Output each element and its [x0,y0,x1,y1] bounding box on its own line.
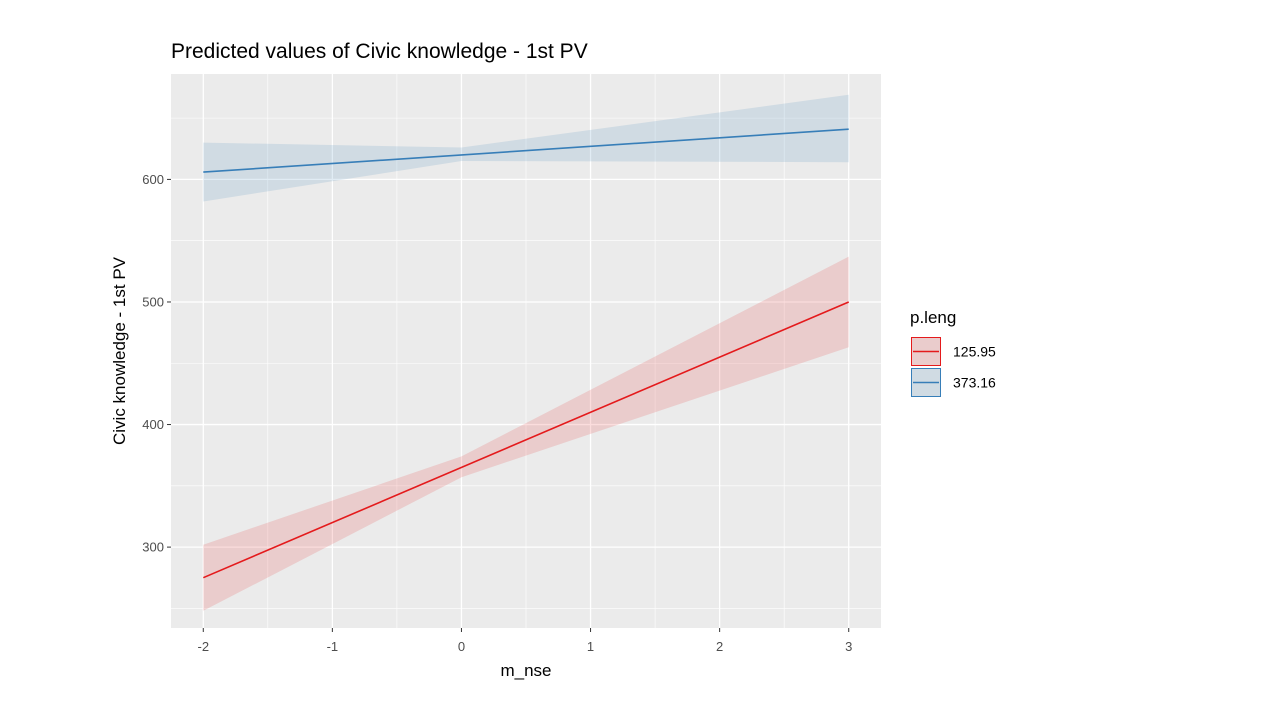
x-axis-title: m_nse [500,661,551,680]
y-axis-title: Civic knowledge - 1st PV [110,256,129,445]
legend-label: 125.95 [953,344,996,360]
legend: p.leng 125.95 373.16 [910,308,996,397]
x-axis-ticks: -2 -1 0 1 2 3 [197,628,852,654]
y-tick-label: 400 [142,417,164,432]
ci-ribbon-1 [203,256,849,611]
grid-major [171,74,881,628]
legend-title: p.leng [910,308,956,327]
legend-label: 373.16 [953,375,996,391]
x-tick-label: 0 [458,639,465,654]
series-lines [202,128,850,579]
y-tick-label: 300 [142,540,164,555]
x-tick-label: -1 [327,639,339,654]
y-axis-ticks: 300 400 500 600 [142,172,171,555]
series-line-2 [203,128,849,173]
series-line-1 [202,301,850,579]
x-tick-label: 3 [845,639,852,654]
ci-ribbons [203,94,849,611]
y-tick-label: 500 [142,294,164,309]
chart-title: Predicted values of Civic knowledge - 1s… [171,40,588,63]
x-tick-label: 2 [716,639,723,654]
x-tick-label: -2 [197,639,209,654]
ci-ribbon-2 [203,94,849,202]
x-tick-label: 1 [587,639,594,654]
y-tick-label: 600 [142,172,164,187]
grid-minor [171,74,881,628]
